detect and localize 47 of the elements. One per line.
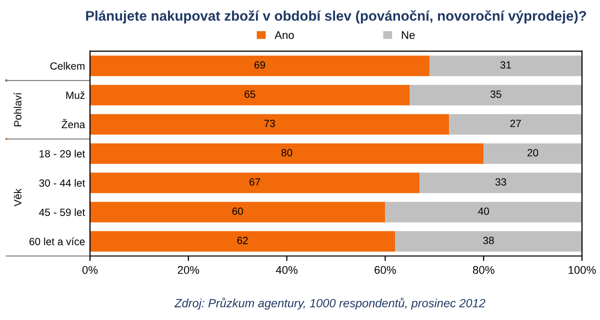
bar xyxy=(395,231,582,252)
data-label: 65 xyxy=(244,90,256,98)
bar xyxy=(90,143,484,164)
data-label: 27 xyxy=(510,120,521,128)
bar xyxy=(410,84,582,106)
data-label: 35 xyxy=(490,90,502,98)
bar xyxy=(90,114,450,135)
legend-label: Ano xyxy=(274,31,294,40)
bar xyxy=(90,84,410,106)
y-tick-label: 18 - 29 let xyxy=(40,150,86,158)
y-tick-label: Žena xyxy=(62,119,86,128)
data-label: 38 xyxy=(483,236,494,244)
x-tick-label: 40% xyxy=(276,266,298,274)
legend-label: Ne xyxy=(402,31,415,40)
data-label: 20 xyxy=(528,149,538,156)
data-label: 62 xyxy=(237,236,248,244)
data-label: 67 xyxy=(250,178,260,186)
data-label: 69 xyxy=(254,61,266,69)
y-tick-label: 60 let a více xyxy=(30,237,85,246)
bar xyxy=(90,56,430,76)
bar xyxy=(90,231,396,252)
bar xyxy=(90,202,386,222)
x-tick-label: 100% xyxy=(568,266,596,274)
bar xyxy=(90,172,420,194)
y-tick-label: 30 - 44 let xyxy=(39,179,86,187)
data-label: 33 xyxy=(495,178,506,186)
bar xyxy=(385,202,582,222)
data-label: 31 xyxy=(500,61,512,69)
text: Pohlaví xyxy=(14,92,22,126)
x-tick-label: 60% xyxy=(374,266,396,274)
x-tick-label: 80% xyxy=(472,266,494,274)
data-label: 80 xyxy=(281,149,292,156)
data-label: 40 xyxy=(478,208,489,215)
data-label: 73 xyxy=(264,120,275,128)
text: Zdroj: Průzkum agentury, 1000 respondentů, prosinec 2012 xyxy=(174,298,486,310)
y-tick-label: Celkem xyxy=(50,62,84,70)
chart-title: Plánujete nakupovat zboží v období slev (povánoční, novoroční výprodeje)? xyxy=(86,10,586,24)
text: Věk xyxy=(14,188,22,206)
data-label: 60 xyxy=(232,208,243,215)
x-tick-label: 20% xyxy=(178,266,200,274)
bar xyxy=(429,56,582,76)
bar xyxy=(420,172,582,194)
bar xyxy=(484,143,582,164)
y-tick-label: 45 - 59 let xyxy=(39,208,86,216)
x-tick-label: 0% xyxy=(82,266,98,274)
y-tick-label: Muž xyxy=(66,91,85,99)
bar xyxy=(449,114,582,135)
